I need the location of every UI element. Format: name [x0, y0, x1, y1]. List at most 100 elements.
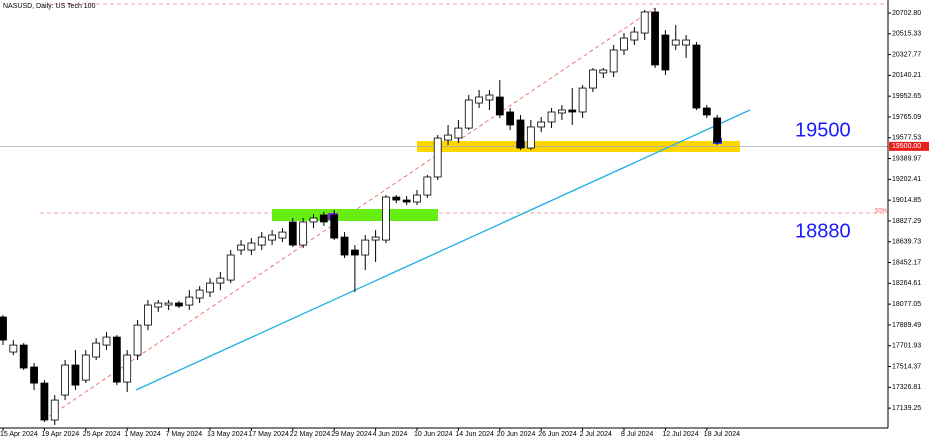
candle-body: [651, 11, 659, 66]
candle-body: [402, 199, 411, 203]
candle-body: [206, 282, 214, 293]
x-tick-label: 17 May 2024: [248, 431, 289, 438]
candle-body: [309, 217, 318, 223]
candle-body: [661, 34, 670, 71]
candle-body: [164, 302, 173, 306]
candle-body: [40, 382, 49, 421]
candle-body: [547, 111, 556, 123]
candle-body: [133, 324, 142, 356]
x-tick-label: 26 Jun 2024: [538, 431, 577, 438]
candle-body: [143, 304, 152, 326]
y-tick-label: 19202.41: [892, 176, 921, 183]
candle-body: [371, 236, 380, 241]
fib-diagonal: [43, 7, 656, 421]
candle-body: [216, 277, 225, 284]
x-tick-label: 18 Jul 2024: [704, 431, 740, 438]
y-tick-label: 18452.17: [892, 259, 921, 266]
y-tick-label: 18639.73: [892, 239, 921, 246]
x-tick-label: 15 Apr 2024: [0, 431, 38, 438]
candle-body: [19, 344, 28, 369]
candle-body: [257, 236, 266, 246]
x-tick-label: 25 Apr 2024: [83, 431, 121, 438]
candle-body: [175, 302, 183, 307]
candle-body: [578, 87, 587, 113]
x-tick-label: 12 Jul 2024: [662, 431, 698, 438]
y-tick-label: 20140.21: [892, 72, 921, 79]
x-tick-label: 8 Jul 2024: [621, 431, 653, 438]
candle-body: [299, 221, 308, 246]
candle-body: [61, 364, 69, 396]
x-tick-label: 4 Jun 2024: [373, 431, 408, 438]
candle-body: [237, 244, 245, 251]
y-tick-label: 18077.05: [892, 301, 921, 308]
candle-body: [413, 194, 421, 203]
candle-body: [288, 221, 297, 246]
candle-body: [112, 336, 121, 383]
candle-body: [495, 96, 504, 116]
candle-body: [558, 109, 566, 114]
x-tick-label: 2 Jul 2024: [580, 431, 612, 438]
candle-body: [330, 214, 339, 239]
candle-body: [278, 231, 287, 239]
candle-body: [361, 239, 370, 256]
annotation: 18880: [795, 220, 851, 242]
candle-body: [526, 126, 535, 149]
candle-body: [350, 249, 359, 256]
candle-body: [609, 49, 618, 73]
candle-body: [50, 399, 59, 421]
y-tick-label: 17701.93: [892, 343, 921, 350]
price-tag-label: 19500.00: [892, 143, 921, 150]
y-tick-label: 18827.29: [892, 218, 921, 225]
candle-body: [123, 354, 132, 383]
candle-body: [671, 39, 680, 46]
y-tick-label: 19014.85: [892, 197, 921, 204]
candle-body: [195, 289, 204, 299]
y-tick-label: 17514.37: [892, 363, 921, 370]
candle-body: [640, 11, 649, 34]
candle-body: [92, 342, 101, 358]
candle-body: [9, 344, 18, 353]
candle-body: [71, 364, 80, 386]
candle-body: [392, 196, 401, 201]
candle-body: [713, 117, 722, 143]
candle-body: [620, 37, 628, 51]
y-tick-label: 19389.97: [892, 155, 921, 162]
chart-title: NASUSD, Daily: US Tech 100: [3, 3, 96, 10]
y-tick-label: 19765.09: [892, 114, 921, 121]
fib-label: 50%: [875, 209, 888, 215]
candles: [0, 7, 888, 426]
candle-body: [268, 234, 277, 241]
x-tick-label: 22 May 2024: [290, 431, 331, 438]
resistance-zone: [272, 209, 438, 221]
y-tick-label: 17139.25: [892, 405, 921, 412]
candle-body: [319, 214, 328, 223]
price-tag: [889, 141, 929, 151]
y-tick-label: 19577.53: [892, 135, 921, 142]
candle-body: [485, 94, 494, 101]
candle-body: [692, 44, 701, 109]
candle-body: [81, 354, 90, 381]
candle-body: [599, 69, 608, 74]
y-tick-label: 20515.33: [892, 31, 921, 38]
x-tick-label: 1 May 2024: [124, 431, 161, 438]
candle-body: [226, 254, 235, 281]
candle-body: [0, 316, 7, 341]
trend-line: [135, 109, 751, 391]
candle-body: [247, 242, 256, 251]
x-tick-label: 20 Jun 2024: [497, 431, 536, 438]
candle-body: [630, 31, 639, 41]
y-tick-label: 20702.80: [892, 10, 921, 17]
candle-body: [340, 236, 349, 256]
x-tick-label: 29 May 2024: [331, 431, 372, 438]
x-tick-label: 13 May 2024: [207, 431, 248, 438]
x-tick-label: 14 Jun 2024: [455, 431, 494, 438]
y-tick-label: 17326.81: [892, 384, 921, 391]
annotation: 19500: [795, 119, 851, 141]
candle-body: [454, 127, 463, 139]
y-tick-label: 17889.49: [892, 322, 921, 329]
x-tick-label: 10 Jun 2024: [414, 431, 453, 438]
candle-body: [382, 196, 390, 241]
candle-body: [102, 336, 111, 346]
